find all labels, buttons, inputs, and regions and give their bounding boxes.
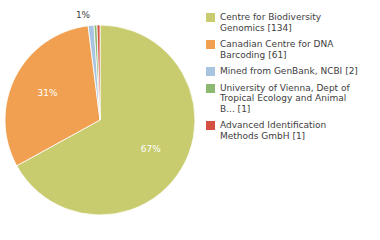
legend-label: University of Vienna, Dept of Tropical E… (220, 83, 350, 115)
legend-item: Mined from GenBank, NCBI [2] (206, 66, 378, 77)
pie-slice (94, 25, 100, 120)
legend-label: Mined from GenBank, NCBI [2] (220, 66, 358, 77)
legend-item: Advanced Identification Methods GmbH [1] (206, 120, 378, 141)
legend-swatch (206, 121, 215, 130)
legend-item: University of Vienna, Dept of Tropical E… (206, 83, 378, 115)
pie-slice (5, 26, 100, 166)
legend-item: Canadian Centre for DNA Barcoding [61] (206, 39, 378, 60)
legend-swatch (206, 67, 215, 76)
legend-swatch (206, 40, 215, 49)
legend-label: Canadian Centre for DNA Barcoding [61] (220, 39, 333, 60)
legend: Centre for Biodiversity Genomics [134] Ca… (206, 12, 378, 147)
legend-label: Centre for Biodiversity Genomics [134] (220, 12, 321, 33)
data-label: 31% (38, 88, 58, 98)
chart: 67% 31% 1% Centre for Biodiversity Genomics… (0, 0, 380, 240)
data-labels: 67% 31% 1% (38, 10, 162, 154)
data-label: 67% (141, 144, 161, 154)
legend-swatch (206, 13, 215, 22)
legend-label: Advanced Identification Methods GmbH [1] (220, 120, 326, 141)
pie-slice (97, 25, 100, 120)
legend-item: Centre for Biodiversity Genomics [134] (206, 12, 378, 33)
pie-slice (88, 25, 100, 120)
slices (5, 25, 195, 215)
data-label: 1% (76, 10, 91, 20)
legend-swatch (206, 84, 215, 93)
